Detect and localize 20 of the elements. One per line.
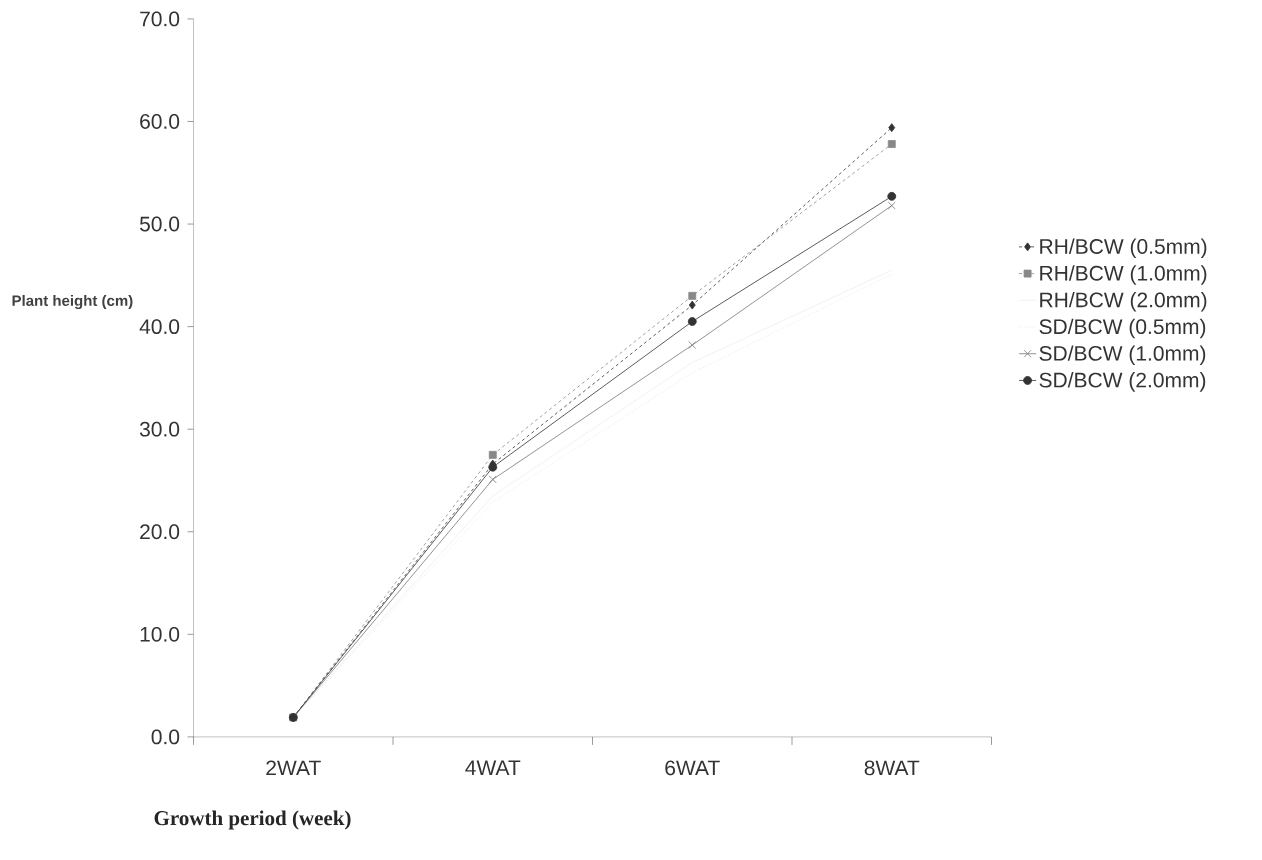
x-tick-label: 4WAT (465, 760, 521, 775)
legend-label: RH/BCW (0.5mm) (1040, 238, 1207, 259)
legend-label: SD/BCW (0.5mm) (1039, 318, 1206, 339)
x-tick-label: 6WAT (665, 760, 720, 776)
y-tick-label: 30.0 (139, 421, 180, 437)
legend-label: RH/BCW (1.0mm) (1040, 265, 1207, 285)
legend-label: SD/BCW (1.0mm) (1039, 345, 1206, 365)
y-tick-label: 10.0 (140, 626, 180, 642)
x-tick-label: 8WAT (864, 760, 920, 776)
y-axis-title: Plant height (cm) (12, 294, 133, 310)
y-tick-label: 20.0 (140, 524, 180, 540)
x-axis-title: Growth period (week) (154, 810, 351, 830)
y-tick-label: 70.0 (140, 11, 180, 27)
y-tick-label: 40.0 (139, 319, 180, 335)
y-tick-label: 60.0 (140, 114, 180, 129)
legend-label: RH/BCW (2.0mm) (1040, 291, 1207, 312)
legend-label: SD/BCW (2.0mm) (1039, 372, 1206, 392)
y-tick-label: 50.0 (139, 216, 180, 232)
y-tick-label: 0.0 (151, 729, 180, 745)
x-tick-label: 2WAT (266, 760, 321, 776)
